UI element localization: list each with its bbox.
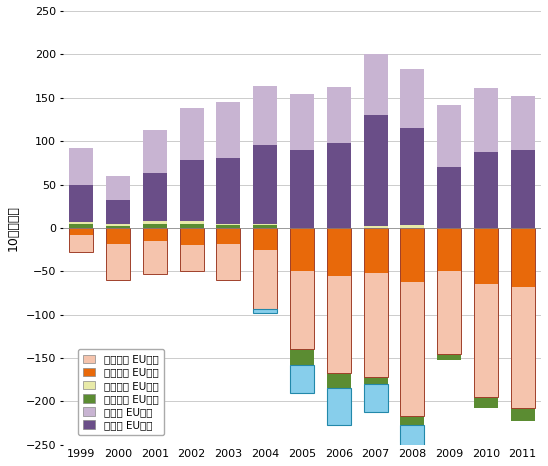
Bar <box>253 250 277 308</box>
Bar <box>474 88 498 151</box>
Bar <box>401 228 424 416</box>
Bar <box>364 226 387 228</box>
Bar <box>437 105 461 167</box>
Bar <box>106 244 130 280</box>
Bar <box>327 87 351 143</box>
Bar <box>364 384 387 412</box>
Bar <box>401 69 424 128</box>
Bar <box>401 226 424 228</box>
Legend: スペイン EU域内, スペイン EU域外, イタリア EU域内, イタリア EU域外, ドイツ EU域内, ドイツ EU域外: スペイン EU域内, スペイン EU域外, イタリア EU域内, イタリア EU… <box>78 350 164 435</box>
Bar <box>216 226 241 228</box>
Bar <box>364 384 387 412</box>
Bar <box>143 224 167 228</box>
Bar <box>364 377 387 384</box>
Bar <box>474 397 498 408</box>
Bar <box>143 228 167 274</box>
Bar <box>437 228 461 354</box>
Bar <box>253 145 277 224</box>
Bar <box>70 222 93 224</box>
Bar <box>253 228 277 250</box>
Bar <box>437 167 461 228</box>
Bar <box>70 228 93 252</box>
Bar <box>327 228 351 373</box>
Bar <box>180 224 204 228</box>
Bar <box>253 228 277 308</box>
Bar <box>253 308 277 313</box>
Bar <box>143 241 167 274</box>
Bar <box>511 228 535 408</box>
Bar <box>401 228 424 282</box>
Bar <box>437 354 461 360</box>
Bar <box>70 148 93 185</box>
Bar <box>216 244 241 280</box>
Bar <box>290 94 314 150</box>
Bar <box>474 228 498 397</box>
Bar <box>106 228 130 244</box>
Bar <box>511 287 535 408</box>
Bar <box>364 228 387 377</box>
Bar <box>290 150 314 228</box>
Bar <box>437 271 461 354</box>
Bar <box>180 228 204 245</box>
Bar <box>327 389 351 425</box>
Bar <box>253 87 277 145</box>
Bar <box>180 228 204 271</box>
Bar <box>180 245 204 271</box>
Bar <box>327 389 351 425</box>
Bar <box>253 226 277 228</box>
Bar <box>290 350 314 365</box>
Bar <box>106 226 130 228</box>
Bar <box>474 151 498 228</box>
Bar <box>180 160 204 221</box>
Bar <box>474 228 498 284</box>
Bar <box>327 276 351 373</box>
Bar <box>216 228 241 244</box>
Bar <box>70 185 93 222</box>
Bar <box>143 221 167 224</box>
Bar <box>70 228 93 235</box>
Bar <box>511 228 535 287</box>
Bar <box>106 176 130 200</box>
Bar <box>401 282 424 416</box>
Bar <box>216 228 241 280</box>
Bar <box>327 228 351 276</box>
Bar <box>290 365 314 393</box>
Bar <box>143 130 167 173</box>
Bar <box>290 365 314 393</box>
Bar <box>143 173 167 221</box>
Bar <box>511 150 535 228</box>
Bar <box>216 102 241 158</box>
Bar <box>364 115 387 226</box>
Bar <box>216 224 241 226</box>
Bar <box>290 228 314 350</box>
Bar <box>216 158 241 224</box>
Bar <box>401 425 424 449</box>
Bar <box>437 228 461 271</box>
Bar <box>327 373 351 389</box>
Bar <box>70 235 93 252</box>
Bar <box>401 416 424 425</box>
Bar <box>511 408 535 421</box>
Bar <box>401 425 424 449</box>
Bar <box>253 308 277 313</box>
Bar <box>143 228 167 241</box>
Bar <box>290 228 314 271</box>
Bar <box>106 200 130 225</box>
Bar <box>364 228 387 273</box>
Bar <box>253 224 277 226</box>
Bar <box>364 55 387 115</box>
Bar <box>474 284 498 397</box>
Bar <box>70 224 93 228</box>
Bar <box>106 228 130 280</box>
Bar <box>290 271 314 350</box>
Bar <box>180 108 204 160</box>
Bar <box>106 225 130 226</box>
Bar <box>180 221 204 224</box>
Y-axis label: 10億ユーロ: 10億ユーロ <box>7 205 20 251</box>
Bar <box>401 128 424 226</box>
Bar <box>364 273 387 377</box>
Bar <box>511 96 535 150</box>
Bar <box>327 143 351 228</box>
